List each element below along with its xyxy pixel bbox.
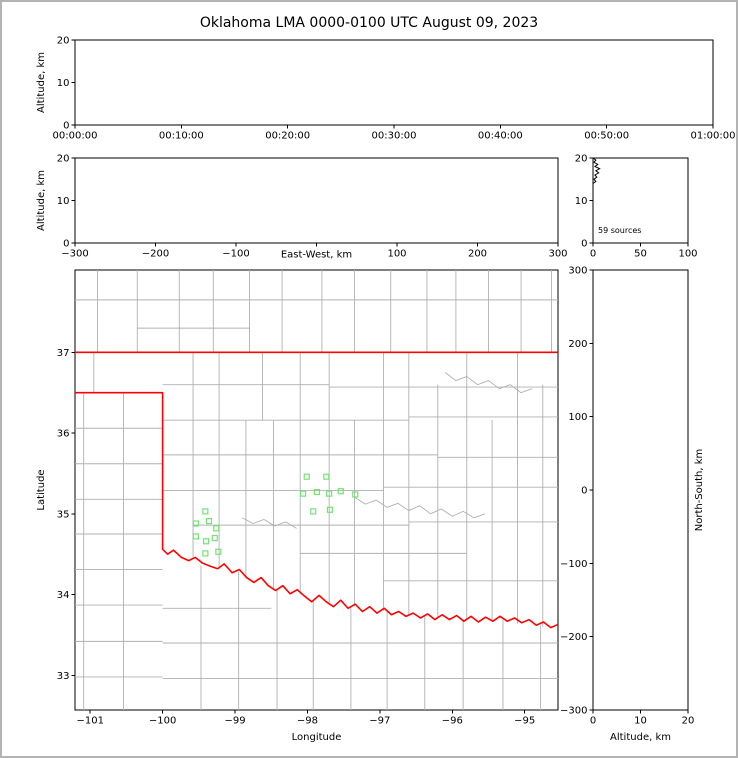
panel-source_histogram: 0 50 100 0 10 20 59 sources bbox=[575, 154, 698, 260]
lma-station-marker bbox=[202, 550, 209, 557]
x-tick-label: −101 bbox=[76, 716, 103, 727]
y-tick-label: −300 bbox=[560, 706, 587, 717]
county-river-line bbox=[444, 372, 533, 394]
x-axis-label: Altitude, km bbox=[610, 732, 671, 743]
y-tick-label: 0 bbox=[63, 121, 69, 132]
y-axis-label: North-South, km bbox=[694, 449, 705, 532]
panel-ns_height: 0 10 20 −300 −200 −100 0 100 200 300 Altitude, km N… bbox=[560, 266, 705, 744]
x-tick-label: 0 bbox=[590, 716, 596, 727]
y-axis-label: Latitude bbox=[36, 469, 47, 510]
x-tick-label: −300 bbox=[61, 249, 88, 260]
lma-station-marker bbox=[202, 508, 209, 515]
y-axis-label: Altitude, km bbox=[36, 170, 47, 231]
figure-title: Oklahoma LMA 0000-0100 UTC August 09, 20… bbox=[199, 15, 539, 31]
lma-station-marker bbox=[215, 548, 222, 555]
lma-station-marker bbox=[205, 517, 213, 525]
y-tick-label: 10 bbox=[57, 196, 70, 207]
panel-ew_height: −300 −200 −100 100 200 300 0 10 20 East-West, km A… bbox=[36, 154, 568, 261]
x-tick-label: 300 bbox=[548, 249, 567, 260]
y-tick-label: 37 bbox=[57, 348, 70, 359]
x-tick-label: 00:30:00 bbox=[372, 131, 417, 142]
y-tick-label: 35 bbox=[57, 509, 70, 520]
lma-station-marker bbox=[202, 538, 210, 545]
lma-station-marker bbox=[192, 520, 200, 527]
panel-time_height: 00:00:00 00:10:00 00:20:00 00:30:00 00:40:00… bbox=[36, 36, 735, 142]
x-tick-label: 100 bbox=[387, 249, 406, 260]
lma-station-marker bbox=[213, 525, 220, 532]
lma-station-marker bbox=[192, 533, 200, 540]
x-tick-label: −95 bbox=[514, 716, 535, 727]
sources-count-label: 59 sources bbox=[598, 226, 641, 235]
lma-station-marker bbox=[323, 473, 330, 480]
lma-station-marker bbox=[326, 506, 333, 513]
x-tick-label: 100 bbox=[678, 249, 697, 260]
x-tick-label: 00:10:00 bbox=[159, 131, 204, 142]
source-histogram-curve bbox=[592, 157, 601, 184]
y-tick-label: 20 bbox=[57, 154, 70, 165]
lma-station-marker bbox=[310, 508, 317, 515]
y-tick-label: 10 bbox=[57, 78, 70, 89]
x-tick-label: 20 bbox=[682, 716, 695, 727]
x-tick-label: 200 bbox=[468, 249, 487, 260]
x-tick-label: −100 bbox=[222, 249, 249, 260]
y-tick-label: 0 bbox=[581, 486, 587, 497]
y-tick-label: 0 bbox=[581, 239, 587, 250]
y-tick-label: 0 bbox=[63, 239, 69, 250]
panel-frame bbox=[74, 39, 714, 126]
map-content bbox=[75, 270, 558, 710]
lma-station-marker bbox=[303, 473, 310, 480]
panel-frame bbox=[74, 157, 559, 244]
lma-station-marker bbox=[352, 491, 359, 498]
panel-frame bbox=[592, 157, 689, 244]
x-axis-label: Longitude bbox=[292, 732, 342, 743]
y-tick-label: −100 bbox=[560, 559, 587, 570]
x-tick-label: −96 bbox=[442, 716, 463, 727]
x-tick-label: 01:00:00 bbox=[691, 131, 736, 142]
panel-plan_view: −101 −100 −99 −98 −97 −96 −95 33 34 35 36 37 Longitu… bbox=[36, 269, 559, 743]
x-tick-label: 10 bbox=[634, 716, 647, 727]
y-tick-label: 33 bbox=[57, 671, 70, 682]
x-tick-label: 50 bbox=[634, 249, 647, 260]
x-tick-label: −97 bbox=[369, 716, 390, 727]
y-tick-label: 36 bbox=[57, 429, 70, 440]
county-river-line bbox=[242, 517, 297, 529]
x-axis-label: East-West, km bbox=[281, 250, 352, 261]
x-tick-label: −99 bbox=[224, 716, 245, 727]
x-tick-label: 0 bbox=[590, 249, 596, 260]
state-border-line bbox=[75, 391, 558, 629]
y-axis-label: Altitude, km bbox=[36, 52, 47, 113]
lma-station-marker bbox=[313, 488, 320, 496]
lma-station-marker bbox=[211, 534, 218, 542]
x-tick-label: −200 bbox=[142, 249, 169, 260]
panel-frame bbox=[592, 269, 689, 711]
y-tick-label: 200 bbox=[568, 339, 587, 350]
y-tick-label: −200 bbox=[560, 632, 587, 643]
x-tick-label: 00:20:00 bbox=[265, 131, 310, 142]
x-tick-label: −100 bbox=[149, 716, 176, 727]
lma-station-marker bbox=[326, 490, 333, 497]
y-tick-label: 100 bbox=[568, 412, 587, 423]
x-tick-label: 00:40:00 bbox=[478, 131, 523, 142]
y-tick-label: 34 bbox=[57, 590, 70, 601]
x-tick-label: −98 bbox=[297, 716, 318, 727]
y-tick-label: 10 bbox=[575, 196, 588, 207]
y-tick-label: 20 bbox=[575, 154, 588, 165]
x-tick-label: 00:00:00 bbox=[53, 131, 98, 142]
lma-station-marker bbox=[300, 490, 307, 497]
y-tick-label: 20 bbox=[57, 36, 70, 47]
county-river-line bbox=[354, 497, 486, 519]
x-tick-label: 00:50:00 bbox=[584, 131, 629, 142]
y-tick-label: 300 bbox=[568, 266, 587, 277]
lma-station-marker bbox=[337, 488, 344, 495]
